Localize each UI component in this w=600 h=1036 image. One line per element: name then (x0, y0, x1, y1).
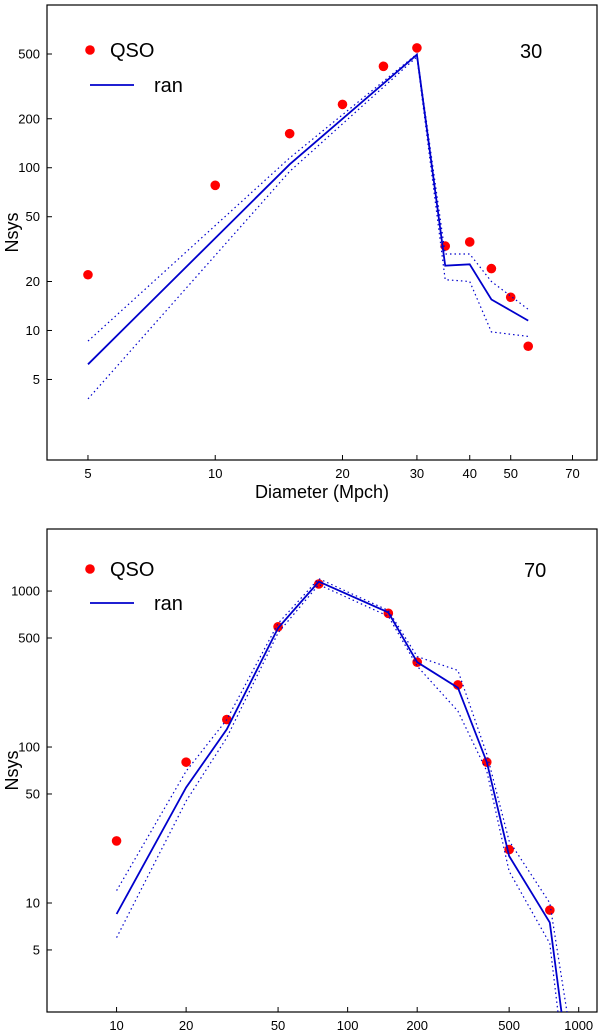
y-tick-label: 50 (26, 209, 40, 224)
qso-point (378, 61, 389, 72)
ran-band-ran-upper (116, 577, 568, 1012)
y-tick-label: 20 (26, 274, 40, 289)
y-tick-label: 100 (18, 160, 40, 175)
qso-point (83, 269, 93, 280)
qso-point (210, 180, 221, 191)
qso-point (181, 757, 191, 767)
x-tick-label: 500 (498, 1018, 520, 1033)
qso-point (523, 341, 534, 352)
x-tick-label: 30 (410, 466, 424, 481)
y-tick-label: 500 (18, 46, 40, 61)
legend-ran-label: ran (154, 75, 183, 97)
x-tick-label: 70 (565, 466, 579, 481)
x-tick-label: 5 (84, 466, 91, 481)
qso-point (412, 43, 422, 53)
qso-point (545, 905, 555, 915)
panel-bottom: 10 20 50 100 200 500 1000 5 10 50 100 500 1000 Diamet… (2, 528, 598, 1036)
x-tick-label: 50 (503, 466, 517, 481)
legend-qso-label: QSO (110, 559, 154, 581)
qso-point (111, 836, 122, 846)
legend-qso-marker (85, 564, 95, 574)
qso-point (453, 680, 463, 690)
panel-top: 5 10 20 30 40 50 70 5 10 20 50 100 200 500 Diameter (M… (2, 4, 598, 502)
x-tick-label: 50 (271, 1018, 285, 1033)
legend-qso-marker (85, 45, 95, 55)
y-tick-label: 500 (18, 631, 40, 646)
ran-line (87, 52, 529, 365)
ran-band-ran-lower (87, 55, 529, 400)
y-tick-label: 200 (18, 111, 40, 126)
x-tick-label: 10 (208, 466, 222, 481)
x-tick-label: 200 (406, 1018, 428, 1033)
x-axis-label: Diameter (Mpch) (255, 482, 389, 502)
y-tick-label: 5 (33, 372, 40, 387)
ran-band-ran-lower (116, 583, 559, 1012)
y-tick-label: 5 (33, 942, 40, 957)
y-tick-label: 10 (26, 323, 40, 338)
x-tick-label: 1000 (564, 1018, 593, 1033)
y-axis-label: Nsys (2, 751, 22, 791)
x-tick-label: 20 (335, 466, 349, 481)
ran-line (115, 580, 563, 1012)
plot-area (111, 577, 568, 1012)
y-tick-label: 1000 (11, 584, 40, 599)
qso-point (284, 128, 295, 139)
x-tick-label: 10 (109, 1018, 123, 1033)
panel-label: 70 (524, 560, 546, 582)
y-tick-label: 50 (26, 786, 40, 801)
x-tick-label: 20 (179, 1018, 193, 1033)
ran-band-ran-upper (87, 52, 529, 342)
legend-ran-label: ran (154, 593, 183, 615)
y-tick-label: 100 (18, 740, 40, 755)
plot-frame (46, 4, 598, 461)
x-tick-label: 100 (337, 1018, 359, 1033)
plot-frame (46, 528, 598, 1013)
panel-label: 30 (520, 41, 542, 63)
qso-point (505, 292, 516, 303)
y-axis-label: Nsys (2, 213, 22, 253)
x-tick-label: 40 (463, 466, 477, 481)
legend-qso-label: QSO (110, 40, 154, 62)
y-tick-label: 10 (26, 895, 40, 910)
qso-point (337, 99, 348, 110)
qso-point (464, 237, 475, 247)
qso-point (486, 263, 497, 274)
plot-area (83, 43, 534, 400)
x-axis-label: Diameter (Mpc/h) (252, 1034, 391, 1036)
